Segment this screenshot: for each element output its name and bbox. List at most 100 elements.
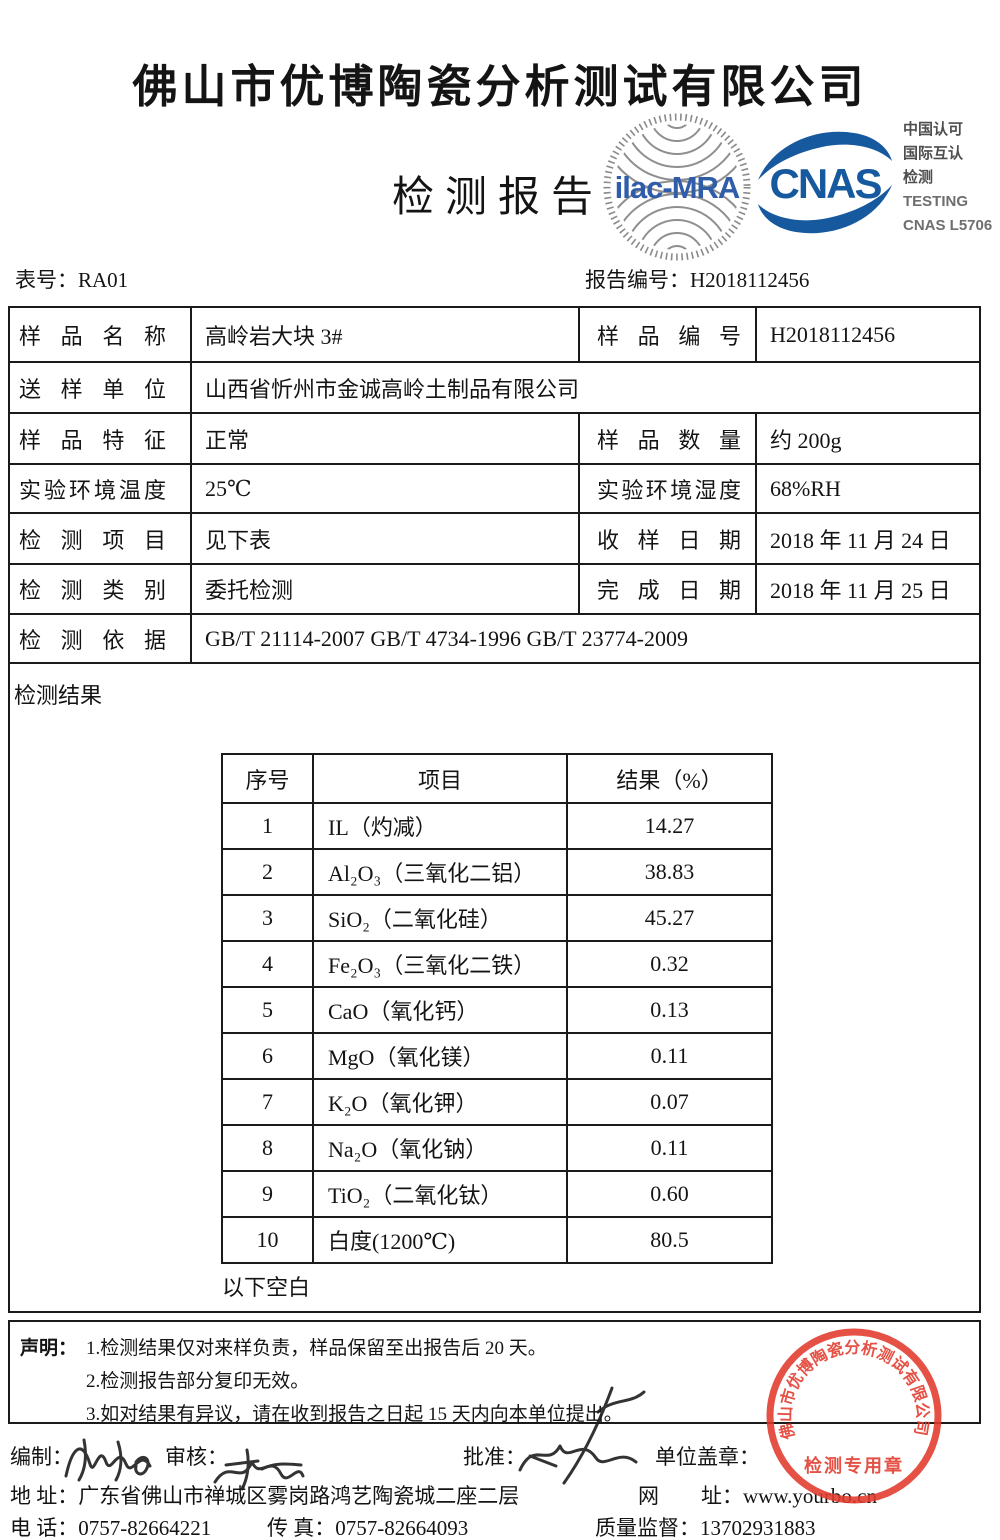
basis-value: GB/T 21114-2007 GB/T 4734-1996 GB/T 2377…: [190, 613, 981, 664]
row-no: 2: [221, 848, 314, 896]
form-number-label: 表号：: [15, 268, 78, 292]
sample-quantity-label: 样 品 数 量: [578, 412, 757, 465]
sample-quantity-value: 约 200g: [755, 412, 981, 465]
accreditation-text: 中国认可 国际互认 检测 TESTING CNAS L5706: [903, 118, 1000, 238]
cnas-bottom-swoosh: [758, 185, 892, 234]
sample-character-label: 样 品 特 征: [8, 412, 192, 465]
sample-no-value: H2018112456: [755, 306, 981, 363]
accreditation-line: 检测: [903, 169, 934, 186]
approved-label: 批准：: [463, 1445, 526, 1469]
results-section-box: [8, 662, 981, 1313]
row-item: TiO₂（二氧化钛）: [312, 1170, 568, 1218]
table-row: 4 Fe₂O₃（三氧化二铁） 0.32: [221, 940, 773, 988]
accreditation-line: 中国认可: [903, 121, 964, 138]
statement-line: 1.检测结果仅对来样负责，样品保留至出报告后 20 天。: [86, 1338, 547, 1359]
row-value: 0.60: [566, 1170, 773, 1218]
report-number-label: 报告编号：: [585, 268, 690, 292]
client-value: 山西省忻州市金诚高岭土制品有限公司: [190, 361, 981, 414]
phone-line: 电 话：0757-82664221: [10, 1512, 211, 1540]
row-value: 0.07: [566, 1078, 773, 1126]
company-title: 佛山市优博陶瓷分析测试有限公司: [132, 62, 868, 112]
row-value: 0.11: [566, 1032, 773, 1080]
accreditation-line: CNAS L5706: [903, 217, 993, 234]
row-item: IL（灼减）: [312, 802, 568, 850]
row-no: 10: [221, 1216, 314, 1264]
basis-label: 检 测 依 据: [8, 613, 192, 664]
test-type-value: 委托检测: [190, 563, 580, 615]
phone-label: 电 话：: [10, 1516, 79, 1540]
row-no: 1: [221, 802, 314, 850]
company-seal: 佛山市优博陶瓷分析测试有限公司 检测专用章: [766, 1328, 942, 1504]
company-seal-label: 单位盖章：: [655, 1445, 760, 1469]
report-number-value: H2018112456: [690, 268, 810, 292]
seal-ring: [766, 1328, 942, 1504]
row-item: Al₂O₃（三氧化二铝）: [312, 848, 568, 896]
report-number: 报告编号：H2018112456: [585, 264, 809, 294]
row-no: 5: [221, 986, 314, 1034]
prepared-signature: [64, 1438, 152, 1482]
statement-line: 3.如对结果有异议，请在收到报告之日起 15 天内向本单位提出。: [86, 1404, 623, 1425]
receive-date-value: 2018 年 11 月 24 日: [755, 512, 981, 565]
ilac-logo-text: ilac-MRA: [615, 170, 740, 205]
form-number-value: RA01: [78, 268, 129, 292]
results-table: 序号 项目 结果（%） 1 IL（灼减） 14.27 2 Al₂O₃（三氧化二铝…: [221, 753, 773, 1264]
results-header-row: 序号 项目 结果（%）: [221, 753, 773, 804]
ilac-mra-logo: ilac-MRA: [603, 113, 751, 261]
end-of-results-note: 以下空白: [222, 1275, 311, 1300]
fax-label: 传 真：: [267, 1516, 336, 1540]
row-item: Na₂O（氧化钠）: [312, 1124, 568, 1172]
table-row: 7 K₂O（氧化钾） 0.07: [221, 1078, 773, 1126]
row-value: 45.27: [566, 894, 773, 942]
seal-center-text: 检测专用章: [804, 1455, 904, 1476]
table-row: 6 MgO（氧化镁） 0.11: [221, 1032, 773, 1080]
row-no: 6: [221, 1032, 314, 1080]
table-row: 2 Al₂O₃（三氧化二铝） 38.83: [221, 848, 773, 896]
statement-line: 2.检测报告部分复印无效。: [86, 1371, 310, 1392]
env-temp-label: 实验环境温度: [8, 463, 192, 514]
finish-date-label: 完 成 日 期: [578, 563, 757, 615]
statement-box: 声明： 1.检测结果仅对来样负责，样品保留至出报告后 20 天。 2.检测报告部…: [8, 1320, 981, 1425]
qc-label: 质量监督：: [595, 1516, 700, 1540]
qc-value: 13702931883: [700, 1516, 816, 1540]
table-row: 1 IL（灼减） 14.27: [221, 802, 773, 850]
sample-name-label: 样 品 名 称: [8, 306, 192, 363]
env-temp-value: 25℃: [190, 463, 580, 514]
row-no: 4: [221, 940, 314, 988]
finish-date-value: 2018 年 11 月 25 日: [755, 563, 981, 615]
cnas-logo-text: CNAS: [769, 160, 881, 207]
sample-name-value: 高岭岩大块 3#: [190, 306, 580, 363]
address-label: 地 址：: [10, 1484, 79, 1508]
cnas-logo: CNAS: [758, 131, 892, 234]
fax-value: 0757-82664093: [335, 1516, 469, 1540]
sample-no-label: 样 品 编 号: [578, 306, 757, 363]
cnas-top-swoosh: [758, 131, 892, 180]
table-row: 9 TiO₂（二氧化钛） 0.60: [221, 1170, 773, 1218]
test-type-label: 检 测 类 别: [8, 563, 192, 615]
table-row: 8 Na₂O（氧化钠） 0.11: [221, 1124, 773, 1172]
row-no: 7: [221, 1078, 314, 1126]
env-humidity-label: 实验环境湿度: [578, 463, 757, 514]
row-item: 白度(1200℃): [312, 1216, 568, 1264]
ilac-tick-ring: [603, 113, 751, 261]
accreditation-line: TESTING: [903, 193, 969, 210]
sample-info-table: 样 品 名 称 高岭岩大块 3# 样 品 编 号 H2018112456 送 样…: [8, 306, 981, 664]
results-section-title: 检测结果: [14, 683, 103, 708]
col-header-item: 项目: [312, 753, 568, 804]
receive-date-label: 收 样 日 期: [578, 512, 757, 565]
row-value: 0.13: [566, 986, 773, 1034]
row-item: MgO（氧化镁）: [312, 1032, 568, 1080]
report-title: 检测报告: [392, 175, 605, 221]
row-item: K₂O（氧化钾）: [312, 1078, 568, 1126]
address-value: 广东省佛山市禅城区雾岗路鸿艺陶瓷城二座二层: [78, 1484, 520, 1508]
table-row: 3 SiO₂（二氧化硅） 45.27: [221, 894, 773, 942]
table-row: 10 白度(1200℃) 80.5: [221, 1216, 773, 1264]
form-number: 表号：RA01: [15, 264, 128, 294]
phone-value: 0757-82664221: [78, 1516, 212, 1540]
row-no: 8: [221, 1124, 314, 1172]
row-no: 3: [221, 894, 314, 942]
address-line: 地 址：广东省佛山市禅城区雾岗路鸿艺陶瓷城二座二层: [10, 1480, 519, 1510]
row-value: 80.5: [566, 1216, 773, 1264]
row-item: SiO₂（二氧化硅）: [312, 894, 568, 942]
statement-label: 声明：: [20, 1338, 78, 1359]
